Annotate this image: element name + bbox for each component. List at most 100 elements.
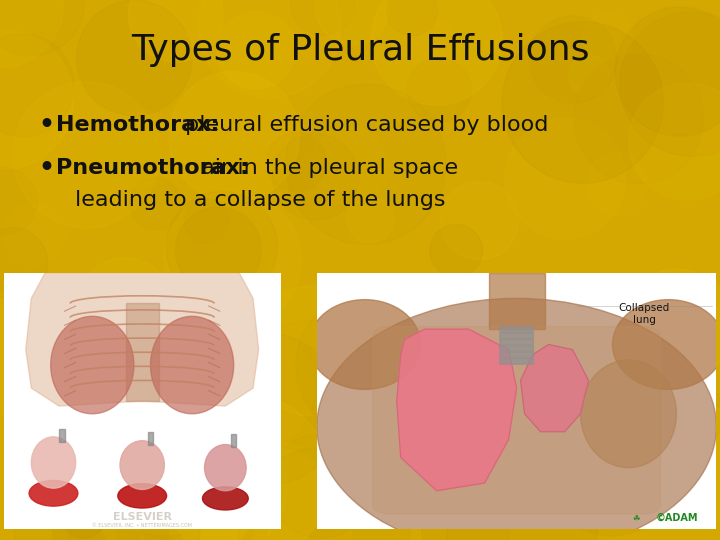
Circle shape xyxy=(143,457,268,540)
Ellipse shape xyxy=(118,484,166,508)
Circle shape xyxy=(67,320,205,458)
Circle shape xyxy=(181,447,351,540)
Text: •: • xyxy=(38,113,54,137)
Circle shape xyxy=(91,407,257,540)
Text: •: • xyxy=(38,156,54,180)
FancyBboxPatch shape xyxy=(500,327,534,332)
Ellipse shape xyxy=(120,441,164,489)
Circle shape xyxy=(0,30,73,169)
Text: Types of Pleural Effusions: Types of Pleural Effusions xyxy=(131,33,589,67)
Bar xyxy=(489,273,544,329)
Circle shape xyxy=(541,396,680,536)
Circle shape xyxy=(617,378,660,420)
Circle shape xyxy=(69,482,168,540)
Circle shape xyxy=(430,224,482,277)
Circle shape xyxy=(199,0,341,98)
Circle shape xyxy=(438,402,563,527)
Text: © ELSEVIER, INC. • NETTERIMAGES.COM: © ELSEVIER, INC. • NETTERIMAGES.COM xyxy=(92,523,192,528)
Circle shape xyxy=(422,441,598,540)
Circle shape xyxy=(407,58,472,122)
Circle shape xyxy=(140,456,205,522)
FancyBboxPatch shape xyxy=(373,327,660,514)
Circle shape xyxy=(217,11,296,89)
Circle shape xyxy=(168,71,300,202)
Text: pleural effusion caused by blood: pleural effusion caused by blood xyxy=(178,115,549,135)
Ellipse shape xyxy=(309,300,420,389)
Circle shape xyxy=(347,197,394,244)
Circle shape xyxy=(13,82,159,228)
Ellipse shape xyxy=(204,444,246,491)
Circle shape xyxy=(0,33,74,137)
Circle shape xyxy=(446,506,509,540)
FancyBboxPatch shape xyxy=(500,346,534,352)
Circle shape xyxy=(269,434,373,538)
Ellipse shape xyxy=(580,360,677,468)
Polygon shape xyxy=(397,329,517,491)
Circle shape xyxy=(424,337,473,386)
Text: leading to a collapse of the lungs: leading to a collapse of the lungs xyxy=(75,190,446,210)
Circle shape xyxy=(629,83,720,200)
Circle shape xyxy=(371,0,502,105)
Circle shape xyxy=(0,0,84,56)
Circle shape xyxy=(387,0,437,36)
Circle shape xyxy=(505,118,626,239)
Circle shape xyxy=(581,337,644,401)
Ellipse shape xyxy=(150,316,234,414)
Circle shape xyxy=(166,191,277,302)
Circle shape xyxy=(248,286,378,416)
Circle shape xyxy=(675,388,720,441)
Text: ©ADAM: ©ADAM xyxy=(655,513,698,523)
Bar xyxy=(148,432,153,444)
Circle shape xyxy=(296,290,447,441)
Ellipse shape xyxy=(29,481,78,506)
Text: ELSEVIER: ELSEVIER xyxy=(113,511,171,522)
Ellipse shape xyxy=(32,437,76,488)
FancyBboxPatch shape xyxy=(500,333,534,339)
Circle shape xyxy=(190,333,343,485)
Circle shape xyxy=(0,228,48,299)
FancyBboxPatch shape xyxy=(500,359,534,364)
Circle shape xyxy=(114,338,251,475)
Circle shape xyxy=(128,0,223,62)
Circle shape xyxy=(569,55,609,96)
Circle shape xyxy=(420,315,534,428)
Text: ☘: ☘ xyxy=(633,514,640,523)
Circle shape xyxy=(53,457,199,540)
Circle shape xyxy=(163,191,302,329)
Circle shape xyxy=(76,0,192,116)
Text: Collapsed
lung: Collapsed lung xyxy=(619,303,670,325)
Ellipse shape xyxy=(317,298,716,540)
Ellipse shape xyxy=(50,316,134,414)
Circle shape xyxy=(286,84,446,244)
Circle shape xyxy=(161,394,330,540)
Text: Pneumothorax:: Pneumothorax: xyxy=(56,158,249,178)
Circle shape xyxy=(77,258,173,354)
Bar xyxy=(59,429,65,442)
Circle shape xyxy=(502,22,663,183)
Circle shape xyxy=(151,420,287,540)
Circle shape xyxy=(60,492,107,538)
Circle shape xyxy=(657,408,720,521)
Circle shape xyxy=(440,181,518,260)
Circle shape xyxy=(621,269,720,382)
FancyBboxPatch shape xyxy=(500,352,534,358)
Circle shape xyxy=(13,458,143,540)
Circle shape xyxy=(238,447,410,540)
Circle shape xyxy=(422,353,477,408)
Text: air in the pleural space: air in the pleural space xyxy=(194,158,458,178)
Bar xyxy=(231,434,236,447)
Circle shape xyxy=(620,12,720,156)
Circle shape xyxy=(616,7,720,136)
Text: Hemothorax:: Hemothorax: xyxy=(56,115,220,135)
Bar xyxy=(125,303,159,401)
Circle shape xyxy=(76,357,253,534)
Circle shape xyxy=(310,127,388,205)
Polygon shape xyxy=(26,273,258,406)
FancyBboxPatch shape xyxy=(500,339,534,345)
Circle shape xyxy=(0,289,89,418)
Circle shape xyxy=(176,207,261,293)
Circle shape xyxy=(0,0,64,68)
Ellipse shape xyxy=(202,487,248,510)
Circle shape xyxy=(315,0,390,45)
Ellipse shape xyxy=(613,300,720,389)
